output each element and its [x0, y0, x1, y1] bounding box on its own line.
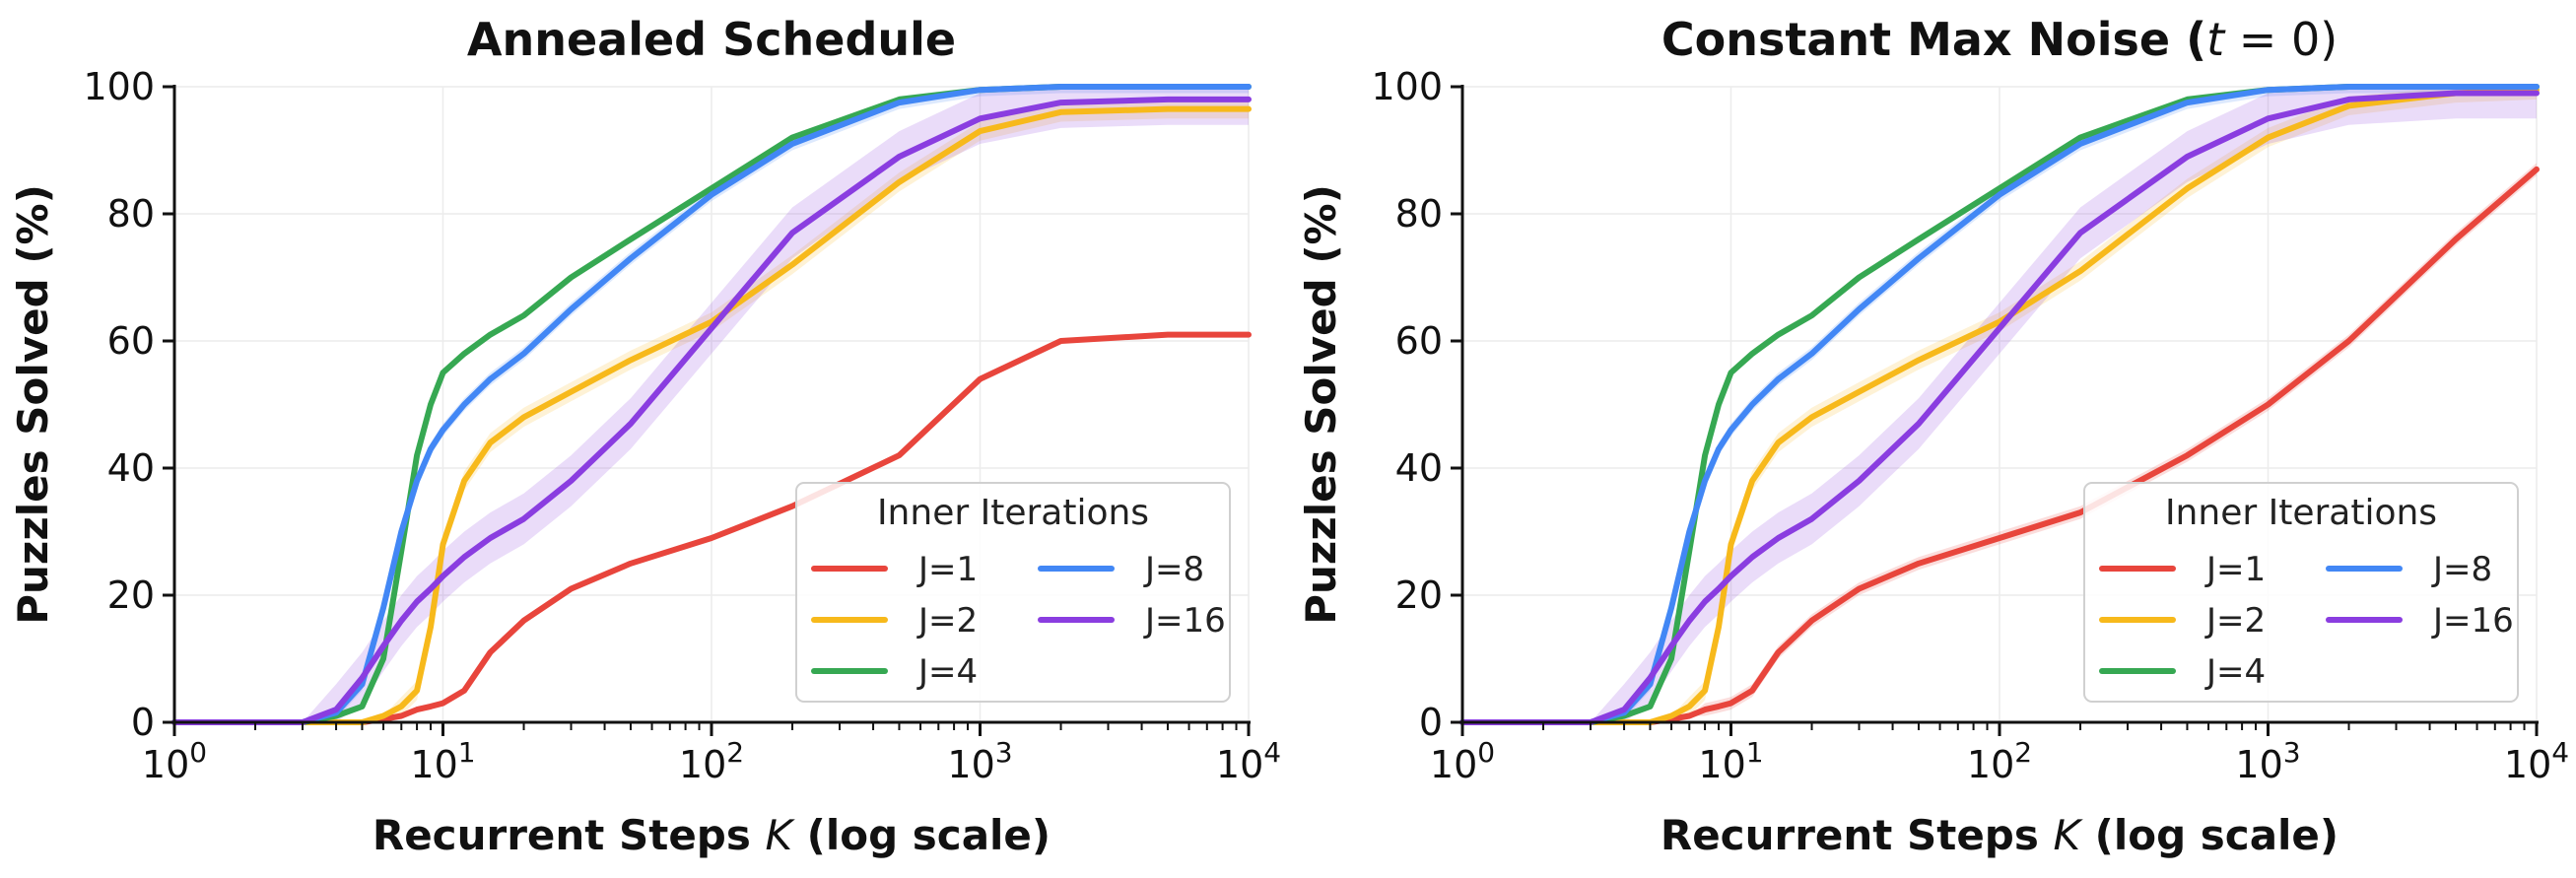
y-tick-label: 60 [107, 319, 155, 363]
legend-label-j-4: J=4 [916, 652, 978, 692]
x-tick-label: 104 [1216, 736, 1281, 786]
legend-label-j-1: J=1 [2204, 550, 2266, 589]
y-axis-label: Puzzles Solved (%) [1297, 184, 1345, 625]
series-line-j-2 [171, 105, 1252, 725]
series-line-j-8 [1459, 84, 2540, 725]
legend-label-j-16: J=16 [2431, 601, 2514, 641]
y-axis-label: Puzzles Solved (%) [9, 184, 57, 625]
y-tick-label: 60 [1395, 319, 1443, 363]
x-tick-label: 103 [2235, 736, 2300, 786]
x-tick-label: 101 [410, 736, 475, 786]
y-tick-label: 100 [83, 65, 155, 108]
x-tick-label: 102 [1967, 736, 2032, 786]
legend-label-j-4: J=4 [2204, 652, 2266, 692]
x-tick-label: 101 [1698, 736, 1763, 786]
legend-label-j-1: J=1 [916, 550, 978, 589]
legend-title: Inner Iterations [877, 493, 1149, 533]
y-tick-label: 20 [1395, 574, 1443, 617]
x-tick-label: 104 [2504, 736, 2569, 786]
legend-label-j-16: J=16 [1143, 601, 1226, 641]
chart-title-text: Constant Max Noise ( [1661, 13, 2206, 66]
x-tick-label: 102 [679, 736, 744, 786]
series-line-j-16 [171, 96, 1252, 725]
chart-title: Annealed Schedule [467, 13, 956, 66]
series-line-j-8 [171, 84, 1252, 725]
y-tick-label: 0 [1419, 701, 1443, 744]
legend-label-j-2: J=2 [916, 601, 978, 641]
chart-annealed-schedule: 0 20 40 60 80 100 100 101 102 103 104 Annealed Sche… [9, 13, 1281, 859]
y-tick-label: 80 [1395, 192, 1443, 236]
x-axis-label: Recurrent Steps K (log scale) [1661, 811, 2339, 859]
legend-label-j-2: J=2 [2204, 601, 2266, 641]
y-tick-label: 80 [107, 192, 155, 236]
y-tick-label: 40 [1395, 446, 1443, 490]
chart-title-text: Annealed Schedule [467, 13, 956, 66]
x-tick-label: 100 [142, 736, 207, 786]
series-line-j-16 [1459, 90, 2540, 725]
series-line-j-2 [1459, 87, 2540, 725]
x-axis-label: Recurrent Steps K (log scale) [373, 811, 1051, 859]
legend-box [2083, 482, 2519, 703]
chart-constant-max-noise: 0 20 40 60 80 100 100 101 102 103 104 Constant Max … [1297, 13, 2569, 859]
legend-title: Inner Iterations [2165, 493, 2437, 533]
x-tick-label: 103 [947, 736, 1012, 786]
y-tick-label: 20 [107, 574, 155, 617]
y-tick-label: 40 [107, 446, 155, 490]
legend-label-j-8: J=8 [2431, 550, 2492, 589]
y-tick-label: 100 [1371, 65, 1443, 108]
y-tick-label: 0 [131, 701, 155, 744]
chart-title: Constant Max Noise (t = 0) [1661, 13, 2338, 66]
legend-label-j-8: J=8 [1143, 550, 1204, 589]
x-tick-label: 100 [1430, 736, 1495, 786]
legend-box [795, 482, 1231, 703]
